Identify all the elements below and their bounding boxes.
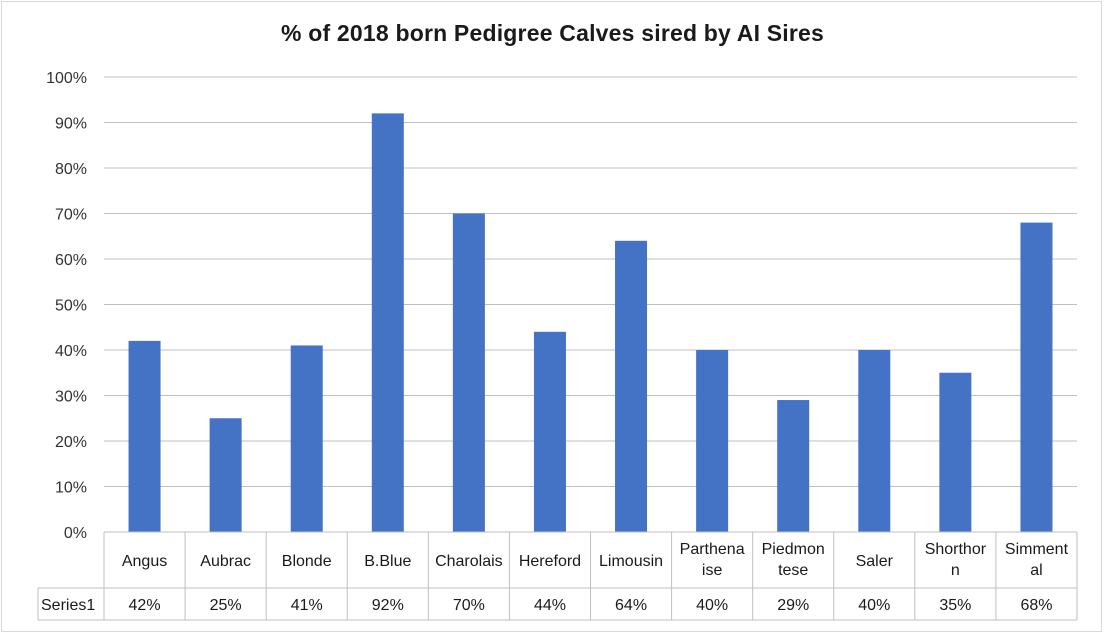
y-tick-label: 40% (55, 343, 87, 360)
chart-title: % of 2018 born Pedigree Calves sired by … (280, 20, 825, 46)
category-label: Parthena (680, 541, 745, 558)
gridlines (104, 76, 1077, 487)
data-label: 42% (129, 597, 161, 614)
bar (209, 418, 242, 532)
y-tick-label: 50% (55, 298, 87, 315)
category-label: al (1030, 562, 1042, 579)
series-name: Series1 (41, 597, 95, 614)
category-label: Aubrac (200, 553, 251, 570)
data-label: 64% (615, 597, 647, 614)
y-tick-label: 20% (55, 434, 87, 451)
category-label: B.Blue (364, 553, 411, 570)
category-label: n (951, 562, 960, 579)
bar (696, 350, 729, 532)
data-label: 29% (777, 597, 809, 614)
category-label: Shorthor (925, 541, 987, 558)
bar (128, 340, 161, 532)
bar (858, 350, 891, 532)
bar (371, 113, 404, 533)
data-label: 35% (939, 597, 971, 614)
y-tick-label: 80% (55, 161, 87, 178)
bar (1020, 222, 1053, 532)
y-axis-ticks: 0% 10% 20% 30% 40% 50% 60% 70% 80% 90% 100% (46, 70, 87, 542)
category-label: Hereford (519, 553, 581, 570)
y-tick-label: 30% (55, 389, 87, 406)
y-tick-label: 90% (55, 116, 87, 133)
data-label: 92% (372, 597, 404, 614)
y-tick-label: 10% (55, 480, 87, 497)
bar (452, 213, 485, 532)
bar (615, 240, 648, 533)
category-label: Saler (856, 553, 894, 570)
y-tick-label: 70% (55, 207, 87, 224)
data-label: 70% (453, 597, 485, 614)
data-label: 40% (696, 597, 728, 614)
category-label: ise (702, 562, 723, 579)
category-label: Limousin (599, 553, 663, 570)
data-table: Angus Aubrac Blonde B.Blue Charolais Hereford… (37, 531, 1078, 621)
data-label: 44% (534, 597, 566, 614)
y-tick-label: 60% (55, 252, 87, 269)
category-label: Simment (1005, 541, 1069, 558)
category-label: Angus (122, 553, 167, 570)
bar (533, 331, 566, 532)
y-tick-label: 100% (46, 70, 87, 87)
data-label: 25% (210, 597, 242, 614)
category-label: Charolais (435, 553, 503, 570)
data-label: 41% (291, 597, 323, 614)
data-label: 40% (858, 597, 890, 614)
category-label: Piedmon (762, 541, 825, 558)
category-label: tese (778, 562, 808, 579)
data-label: 68% (1020, 597, 1052, 614)
category-label: Blonde (282, 553, 332, 570)
bar (290, 345, 323, 532)
y-tick-label: 0% (64, 525, 87, 542)
bars (128, 113, 1053, 533)
bar (777, 400, 810, 532)
bar (939, 372, 972, 532)
